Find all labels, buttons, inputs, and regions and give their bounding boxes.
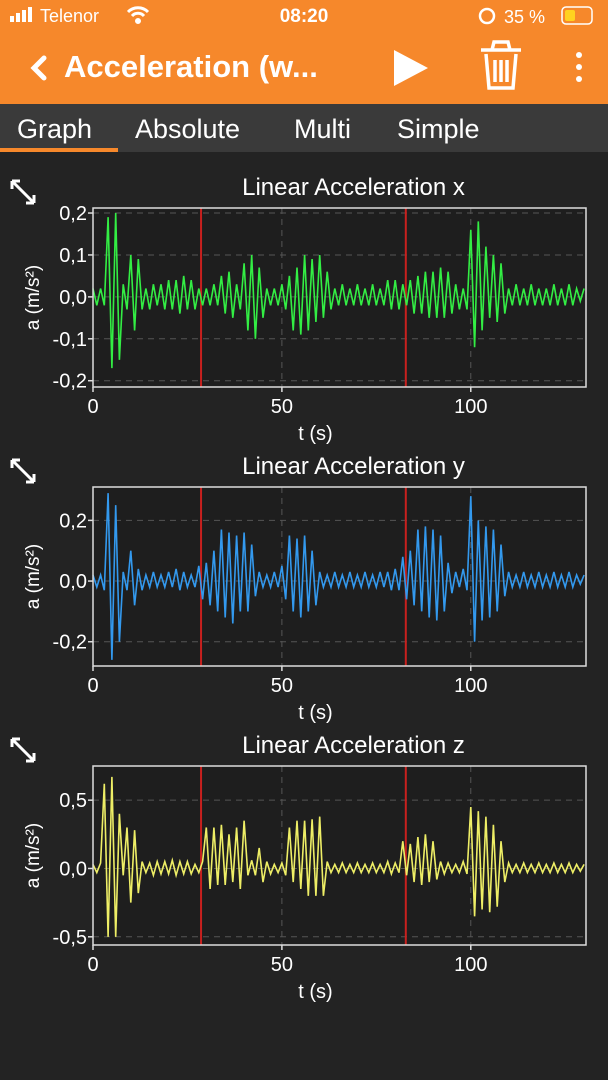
data-line <box>92 776 585 937</box>
tab-bar <box>0 104 608 152</box>
x-tick-label: 100 <box>454 954 487 976</box>
x-tick-label: 50 <box>271 954 293 976</box>
y-tick-label: -0,2 <box>53 632 87 654</box>
y-tick-label: 0,2 <box>59 510 87 532</box>
x-tick-label: 100 <box>454 675 487 697</box>
chart-title: Linear Acceleration x <box>242 174 465 201</box>
x-axis-label: t (s) <box>298 981 332 1003</box>
plot-area <box>93 766 586 945</box>
battery-text: 35 % <box>504 7 545 27</box>
plot-frame <box>92 765 587 946</box>
clock: 08:20 <box>280 6 329 27</box>
x-tick-label: 0 <box>87 954 98 976</box>
wifi <box>126 6 150 24</box>
y-axis-label: a (m/s²) <box>23 823 44 888</box>
y-tick-label: -0,1 <box>53 329 87 351</box>
chart-title: Linear Acceleration y <box>242 453 465 480</box>
data-line <box>92 212 585 369</box>
x-tick-label: 100 <box>454 396 487 418</box>
x-tick-label: 50 <box>271 675 293 697</box>
menu-button[interactable] <box>576 52 582 82</box>
delete-button[interactable] <box>481 40 521 90</box>
x-axis-label: t (s) <box>298 423 332 445</box>
chart-title: Linear Acceleration z <box>242 732 465 759</box>
data-line <box>92 493 585 660</box>
y-tick-label: 0,0 <box>59 858 87 880</box>
expand-button[interactable] <box>10 179 36 205</box>
y-tick-label: 0,0 <box>59 571 87 593</box>
play-button[interactable] <box>394 50 428 86</box>
alarm-icon <box>478 7 496 25</box>
back-button[interactable] <box>30 55 47 81</box>
y-tick-label: 0,5 <box>59 790 87 812</box>
battery-level <box>565 10 575 21</box>
x-tick-label: 0 <box>87 396 98 418</box>
x-tick-label: 0 <box>87 675 98 697</box>
expand-button[interactable] <box>10 458 36 484</box>
expand-button[interactable] <box>10 737 36 763</box>
y-axis-label: a (m/s²) <box>23 265 44 330</box>
battery <box>561 6 593 25</box>
y-tick-label: -0,2 <box>53 371 87 393</box>
tab[interactable]: Absolute <box>135 114 240 144</box>
plot-frame <box>92 486 587 667</box>
carrier: Telenor <box>40 6 99 26</box>
y-tick-label: 0,1 <box>59 245 87 267</box>
y-axis-label: a (m/s²) <box>23 544 44 609</box>
tab[interactable]: Multi <box>294 114 351 144</box>
x-axis-label: t (s) <box>298 702 332 724</box>
y-tick-label: 0,0 <box>59 287 87 309</box>
header-title: Acceleration (w... <box>64 49 318 84</box>
y-tick-label: 0,2 <box>59 203 87 225</box>
tab[interactable]: Simple <box>397 114 480 144</box>
x-tick-label: 50 <box>271 396 293 418</box>
tab-indicator <box>0 148 118 152</box>
y-tick-label: -0,5 <box>53 927 87 949</box>
signal <box>10 7 32 22</box>
tab[interactable]: Graph <box>17 114 92 144</box>
